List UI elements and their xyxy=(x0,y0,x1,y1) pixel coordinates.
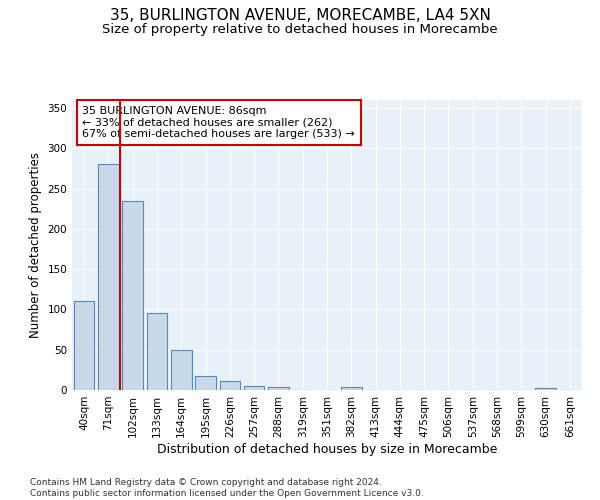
Bar xyxy=(535,388,556,390)
Bar xyxy=(122,200,143,390)
Bar xyxy=(341,387,362,390)
Bar xyxy=(195,376,216,390)
Bar xyxy=(98,164,119,390)
Y-axis label: Number of detached properties: Number of detached properties xyxy=(29,152,42,338)
Bar xyxy=(220,381,240,390)
Bar xyxy=(171,350,191,390)
Text: 35, BURLINGTON AVENUE, MORECAMBE, LA4 5XN: 35, BURLINGTON AVENUE, MORECAMBE, LA4 5X… xyxy=(110,8,490,22)
Bar xyxy=(244,386,265,390)
Text: Size of property relative to detached houses in Morecambe: Size of property relative to detached ho… xyxy=(102,22,498,36)
Text: Distribution of detached houses by size in Morecambe: Distribution of detached houses by size … xyxy=(157,442,497,456)
Text: Contains HM Land Registry data © Crown copyright and database right 2024.
Contai: Contains HM Land Registry data © Crown c… xyxy=(30,478,424,498)
Bar xyxy=(268,387,289,390)
Bar xyxy=(146,314,167,390)
Text: 35 BURLINGTON AVENUE: 86sqm
← 33% of detached houses are smaller (262)
67% of se: 35 BURLINGTON AVENUE: 86sqm ← 33% of det… xyxy=(82,106,355,139)
Bar xyxy=(74,302,94,390)
